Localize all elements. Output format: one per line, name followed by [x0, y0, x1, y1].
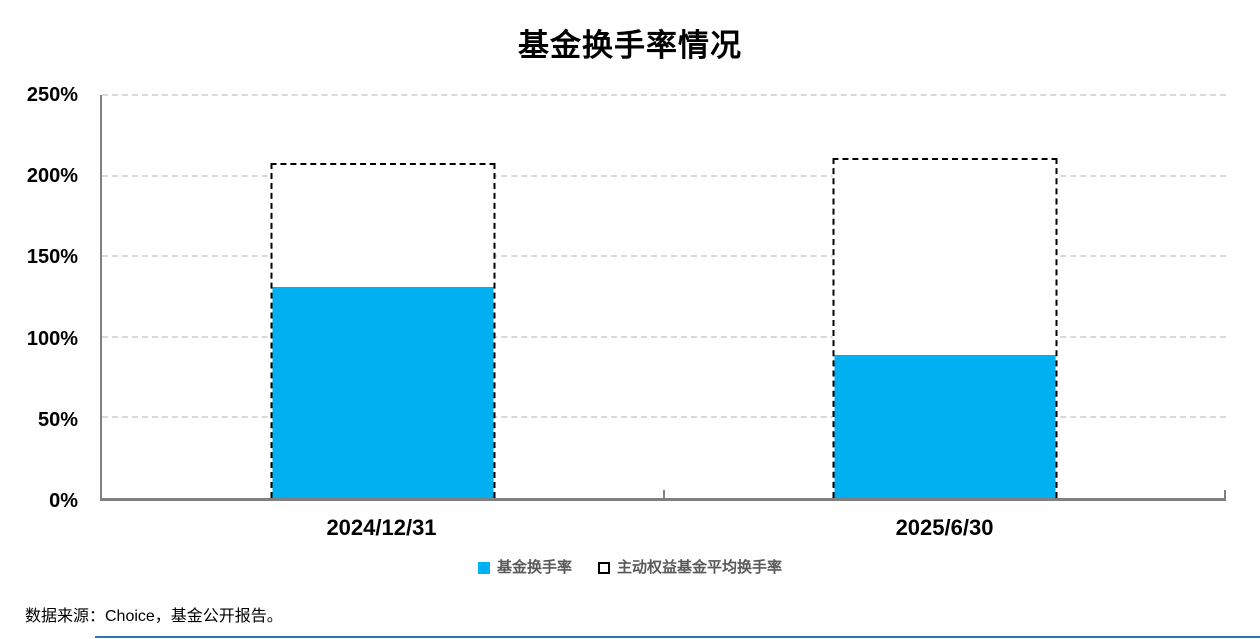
gridlines-layer — [102, 94, 1226, 498]
legend-label-fund-turnover: 基金换手率 — [496, 559, 572, 576]
legend-swatch-solid-blue — [477, 561, 490, 574]
y-tick-label: 0% — [49, 490, 78, 512]
bar-fund-turnover — [272, 286, 494, 498]
x-tick-label-2024-12-31: 2024/12/31 — [326, 515, 437, 540]
gridline — [102, 255, 1226, 258]
chart-legend: 基金换手率 主动权益基金平均换手率 — [0, 560, 1260, 575]
gridline — [102, 335, 1226, 338]
x-axis-category-tick — [663, 490, 665, 498]
y-tick-label: 150% — [26, 246, 78, 269]
y-tick-label: 100% — [26, 327, 78, 350]
bar-fund-turnover — [834, 354, 1056, 498]
bar-group-2024-12-31 — [102, 95, 664, 498]
bar-avg-turnover-outline — [832, 157, 1058, 498]
y-tick-label: 250% — [26, 84, 78, 106]
gridline — [102, 416, 1226, 419]
legend-item-avg-turnover: 主动权益基金平均换手率 — [598, 560, 782, 575]
plot-area — [100, 94, 1226, 501]
x-axis-end-tick — [1224, 490, 1226, 498]
bottom-border-rule — [95, 636, 1260, 638]
bar-avg-turnover-outline — [270, 162, 496, 498]
bar-group-2025-6-30 — [664, 95, 1226, 498]
x-tick-label-2025-6-30: 2025/6/30 — [895, 515, 994, 540]
y-axis-labels: 0% 50% 100% 150% 200% 250% — [0, 85, 88, 511]
legend-label-avg-turnover: 主动权益基金平均换手率 — [617, 559, 783, 576]
y-tick-label: 50% — [37, 408, 78, 431]
legend-item-fund-turnover: 基金换手率 — [477, 559, 572, 576]
x-axis-labels: 2024/12/31 2025/6/30 — [100, 515, 1226, 541]
gridline — [102, 174, 1226, 177]
gridline — [102, 94, 1226, 96]
bars-layer — [102, 95, 1226, 498]
legend-swatch-dashed-outline — [598, 561, 610, 574]
data-source-note: 数据来源：Choice，基金公开报告。 — [25, 608, 283, 625]
chart-title: 基金换手率情况 — [518, 28, 742, 63]
y-tick-label: 200% — [26, 165, 78, 188]
